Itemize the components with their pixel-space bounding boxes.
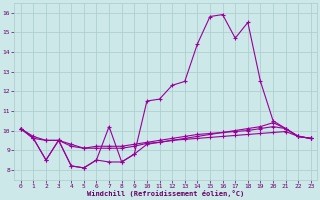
X-axis label: Windchill (Refroidissement éolien,°C): Windchill (Refroidissement éolien,°C) [87, 190, 244, 197]
